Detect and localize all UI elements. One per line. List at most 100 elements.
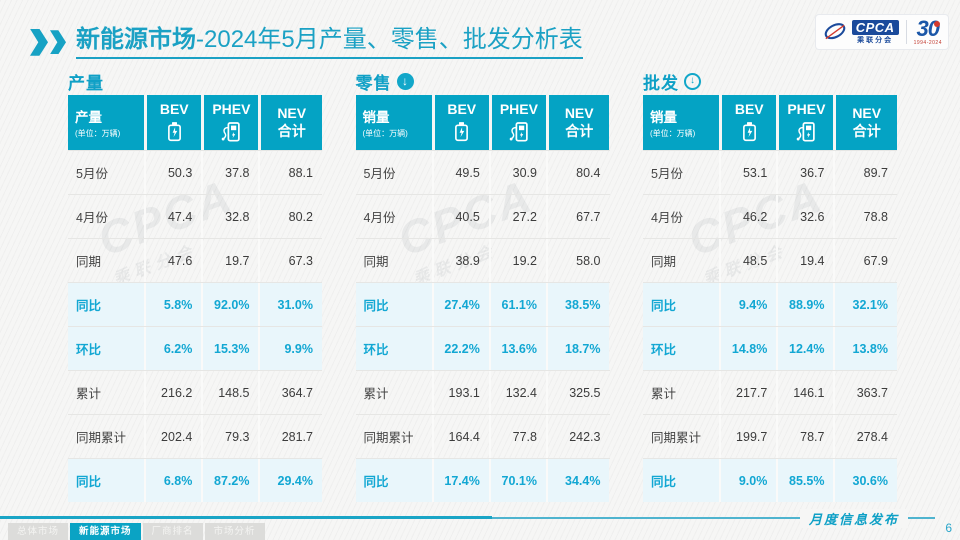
chevron-right-icon [50,30,66,55]
anniversary-logo: 30 1994-2024 [907,18,942,46]
metric-title: 销量 [650,110,677,125]
page-title-emphasis: 新能源市场 [76,26,196,53]
tab-nev-market[interactable]: 新能源市场 [70,523,141,540]
row-label: 累计 [651,387,677,401]
table-row: 同比 9.4% 88.9% 32.1% [643,282,897,326]
header-cell-bev: BEV [719,95,777,150]
metric-unit: (单位：万辆) [650,129,696,138]
cell-nev: 67.7 [545,195,610,238]
header-cell-bev: BEV [144,95,202,150]
cell-bev: 9.0% [719,459,777,502]
table-row: 累计 216.2 148.5 364.7 [68,370,322,414]
row-label: 同期累计 [363,431,414,445]
row-label: 同期累计 [76,431,127,445]
nev-label-line2: 合计 [565,122,594,139]
cell-nev: 363.7 [833,371,897,414]
metric-unit: (单位：万辆) [362,129,408,138]
cell-bev: 50.3 [144,151,201,194]
nev-label-line2: 合计 [277,122,306,139]
production-rows: 5月份 50.3 37.8 88.1 4月份 47.4 32.8 80.2 同期 47.6 19.7… [68,150,322,502]
cell-nev: 364.7 [258,371,322,414]
cell-nev: 13.8% [833,327,897,370]
bottom-nav-tabs: 总体市场 新能源市场 厂商排名 市场分析 [8,523,265,540]
bev-label: BEV [734,100,764,117]
nev-label-line2: 合计 [852,122,881,139]
cell-bev: 48.5 [719,239,776,282]
nev-label-line1: NEV [852,105,882,121]
header-cell-nev: NEV 合计 [258,95,322,150]
header-cell-metric: 销量 (单位：万辆) [643,95,720,150]
table-row: 同期 47.6 19.7 67.3 [68,238,322,282]
section-title: 产量 [68,73,104,93]
row-label: 同比 [643,459,720,502]
row-label: 同比 [355,459,432,502]
row-label: 同比 [68,459,145,502]
cell-bev: 199.7 [719,415,776,458]
slide-header: 新能源市场-2024年5月产量、零售、批发分析表 [30,26,583,59]
cell-phev: 92.0% [201,283,259,326]
table-row: 4月份 47.4 32.8 80.2 [68,194,322,238]
bev-label: BEV [159,100,189,117]
table-row: 同期 48.5 19.4 67.9 [643,238,897,282]
row-label: 同期累计 [651,431,702,445]
cell-phev: 19.7 [201,239,258,282]
cell-phev: 32.8 [201,195,258,238]
table-header-row: 产量 (单位：万辆) BEV PHEV NEV 合计 [68,95,322,150]
cell-bev: 47.4 [144,195,201,238]
cell-bev: 6.2% [144,327,202,370]
row-label: 4月份 [363,211,396,225]
page-title: 新能源市场-2024年5月产量、零售、批发分析表 [76,26,583,59]
table-row: 4月份 40.5 27.2 67.7 [355,194,610,238]
table-row: 5月份 49.5 30.9 80.4 [355,150,610,194]
cell-bev: 47.6 [144,239,201,282]
table-row: 累计 217.7 146.1 363.7 [643,370,897,414]
cell-phev: 70.1% [488,459,546,502]
cell-bev: 5.8% [144,283,202,326]
cell-bev: 22.2% [431,327,489,370]
cpca-chinese-name: 乘联分会 [857,37,894,44]
cell-bev: 217.7 [719,371,776,414]
cell-bev: 53.1 [719,151,776,194]
arrow-down-filled-icon: ↓ [396,72,414,90]
row-label: 同期 [363,255,389,269]
logo-group: CPCA 乘联分会 30 1994-2024 [815,15,948,49]
cell-bev: 46.2 [719,195,776,238]
tab-market-analysis[interactable]: 市场分析 [204,523,265,540]
cpca-logo-text: CPCA 乘联分会 [851,20,899,44]
cell-phev: 146.1 [776,371,833,414]
anniversary-dot-icon [934,21,941,27]
wholesale-table: 批发 ↓ 销量 (单位：万辆) BEV PHEV NEV [643,70,897,502]
header-cell-nev: NEV 合计 [833,95,897,150]
cell-bev: 164.4 [431,415,489,458]
arrow-down-outline-icon: ↓ [684,72,701,90]
metric-title: 产量 [75,110,102,125]
header-cell-phev: PHEV [488,95,546,150]
row-label: 累计 [363,387,389,401]
row-label: 5月份 [363,167,396,181]
cpca-swoosh-icon [824,23,846,40]
cell-nev: 38.5% [545,283,610,326]
phev-label: PHEV [787,100,826,117]
cell-phev: 36.7 [776,151,833,194]
battery-icon [454,119,469,143]
row-label: 同比 [643,283,720,326]
cell-bev: 49.5 [431,151,489,194]
tab-overall-market[interactable]: 总体市场 [8,523,69,540]
row-label: 同期 [651,255,677,269]
cell-nev: 30.6% [833,459,897,502]
charging-station-icon [509,119,529,143]
table-row: 5月份 50.3 37.8 88.1 [68,150,322,194]
cell-bev: 202.4 [144,415,201,458]
cell-bev: 6.8% [144,459,202,502]
row-label: 同比 [355,283,432,326]
header-cell-nev: NEV 合计 [545,95,610,150]
cell-phev: 77.8 [488,415,546,458]
tab-manufacturer-ranking[interactable]: 厂商排名 [142,523,203,540]
cell-phev: 19.4 [776,239,833,282]
cell-nev: 34.4% [545,459,610,502]
cell-nev: 325.5 [545,371,610,414]
charging-station-icon [221,119,241,143]
anniversary-number: 30 [917,18,941,40]
table-row: 环比 22.2% 13.6% 18.7% [355,326,610,370]
cell-phev: 87.2% [201,459,259,502]
